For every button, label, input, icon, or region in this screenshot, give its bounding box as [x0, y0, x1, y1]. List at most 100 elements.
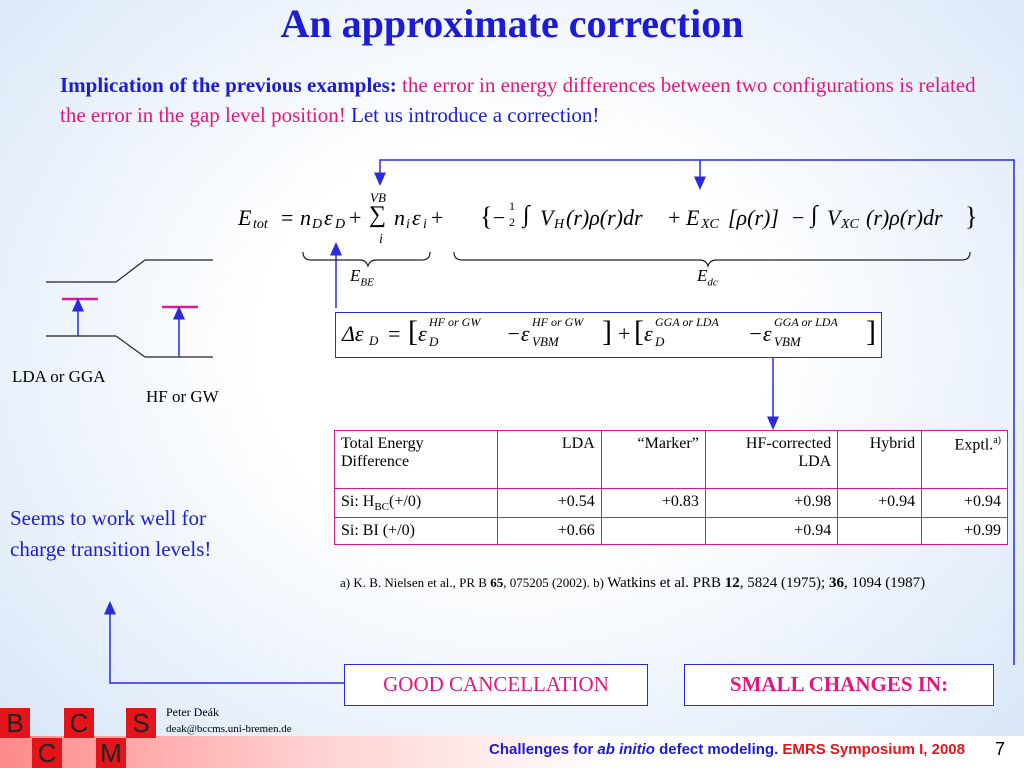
cell-hf-corrected: +0.94 — [704, 517, 839, 546]
ref-b-vol1: 12 — [724, 575, 740, 591]
eq-minus: − — [493, 205, 506, 230]
eq-rho-dr2: (r)ρ(r)dr — [866, 205, 943, 230]
intro-blue: Let us introduce a correction! — [345, 103, 600, 127]
eq-V: V — [540, 205, 554, 230]
intro-lead: Implication of the previous examples — [60, 73, 390, 97]
author-name: Peter Deák — [166, 705, 219, 719]
eq-sum-upper: VB — [370, 190, 386, 205]
delta-eps3: ε — [644, 321, 653, 346]
cell-marker — [600, 517, 706, 546]
eq-equals: = — [281, 205, 294, 230]
eq-E: E — [238, 205, 252, 230]
eq-sum: ∑ — [369, 202, 387, 228]
logo-letter-b: B — [0, 708, 30, 738]
delta-rbracket1: ] — [602, 315, 612, 348]
delta-lhs-sub: D — [369, 333, 379, 348]
eq-rbrace: } — [965, 202, 978, 231]
delta-eps4: −ε — [748, 321, 772, 346]
header-hf-corrected: HF-corrected LDA — [704, 430, 839, 489]
intro-paragraph: Implication of the previous examples: th… — [60, 70, 990, 130]
footer-part2: defect modeling. — [654, 741, 783, 758]
header-total-energy: Total Energy Difference — [334, 430, 498, 489]
eq-rho-arg: [ρ(r)] — [728, 205, 779, 230]
logo-letter-m: M — [96, 738, 126, 768]
ref-b-mid: , 5824 (1975); — [739, 575, 829, 591]
header-marker: “Marker” — [600, 430, 706, 489]
eq-int1: ∫ — [523, 202, 530, 228]
intro-magenta: the error in energy differences between … — [60, 73, 976, 127]
eq-Vxc-sub: XC — [841, 217, 859, 232]
row-label: Si: BI (+/0) — [334, 517, 498, 546]
eq-nD-sub: D — [312, 217, 323, 232]
cell-hf-corrected: +0.98 — [704, 487, 839, 519]
eq-plus1: + — [349, 205, 362, 230]
eq-lbrace: { — [480, 202, 493, 231]
edc-sub: dc — [707, 276, 718, 289]
eq-Exc: E — [686, 205, 700, 230]
header-lda: LDA — [496, 430, 602, 489]
cell-hybrid: +0.94 — [837, 487, 923, 519]
table-row: Si: HBC(+/0) +0.54 +0.83 +0.98 +0.94 +0.… — [334, 487, 1008, 519]
delta-eps1-sup: HF or GW — [429, 315, 481, 329]
ebe-sub: BE — [360, 276, 374, 289]
footer-part1: Challenges for — [489, 741, 598, 758]
ref-a-rest: , 075205 (2002). b) — [503, 575, 608, 590]
good-cancellation-box: GOOD CANCELLATION — [344, 664, 648, 706]
eq-nD: n — [300, 205, 311, 230]
ref-b-vol2: 36 — [828, 575, 844, 591]
page-number: 7 — [995, 739, 1006, 759]
eq-int2: ∫ — [811, 202, 818, 228]
row-label-main: Si: BI (+/0) — [341, 522, 415, 540]
header-exptl-text: Exptl. — [954, 436, 994, 454]
edc-label: Edc — [697, 266, 718, 288]
delta-plus: + — [618, 321, 631, 346]
delta-eps3-sup: GGA or LDA — [655, 315, 719, 329]
delta-eps1: ε — [418, 321, 427, 346]
eq-plus2: + — [431, 205, 444, 230]
cell-lda: +0.54 — [496, 487, 602, 519]
ref-b-rest: , 1094 (1987) — [843, 575, 926, 591]
eq-sum-lower: i — [379, 232, 383, 247]
eq-half-num: 1 — [509, 199, 515, 213]
eq-ni-sub: i — [406, 217, 410, 232]
ref-a-vol: 65 — [490, 575, 504, 590]
total-energy-equation: E tot = n D ε D + VB ∑ i n i ε i + { − 1… — [238, 180, 980, 250]
header-hybrid: Hybrid — [837, 430, 923, 489]
delta-eps1-sub: D — [429, 334, 439, 349]
delta-eps2-sub: VBM — [532, 334, 559, 349]
delta-rbracket2: ] — [866, 315, 876, 348]
hf-gw-label: HF or GW — [146, 387, 219, 406]
delta-lhs: Δε — [342, 321, 364, 346]
row-label-rest: (+/0) — [389, 493, 422, 510]
eq-epsD: ε — [324, 205, 333, 230]
eq-minus2: − — [792, 205, 805, 230]
intro-colon: : — [389, 73, 397, 97]
eq-ni: n — [394, 205, 405, 230]
eq-plus3: + — [668, 205, 681, 230]
cell-hybrid — [837, 517, 923, 546]
footer-text: Challenges for ab initio defect modeling… — [300, 741, 965, 758]
delta-eps2-sup: HF or GW — [532, 315, 584, 329]
eq-epsD-sub: D — [335, 217, 346, 232]
delta-equals: = — [388, 321, 401, 346]
results-table: Total Energy Difference LDA “Marker” HF-… — [334, 430, 1008, 546]
delta-lbracket1: [ — [408, 315, 418, 348]
author-email[interactable]: deak@bccms.uni-bremen.de — [166, 723, 292, 735]
footer-italic: ab initio — [597, 741, 655, 758]
page-title: An approximate correction — [280, 1, 744, 46]
eq-V2: V — [827, 205, 841, 230]
side-note-line2: charge transition levels! — [10, 537, 212, 561]
row-label: Si: HBC(+/0) — [334, 487, 498, 519]
eq-epsi-sub: i — [423, 217, 427, 232]
delta-eps2: −ε — [506, 321, 530, 346]
cell-exptl: +0.99 — [921, 517, 1008, 546]
footer-bar — [0, 736, 1024, 768]
ebe-E: E — [350, 266, 361, 285]
delta-lbracket2: [ — [634, 315, 644, 348]
edc-E: E — [697, 266, 708, 285]
ebe-label: EBE — [350, 266, 374, 288]
delta-eps4-sup: GGA or LDA — [774, 315, 838, 329]
side-note: Seems to work well for charge transition… — [10, 503, 211, 565]
eq-rho-dr1: (r)ρ(r)dr — [566, 205, 643, 230]
eq-epsi: ε — [412, 205, 421, 230]
